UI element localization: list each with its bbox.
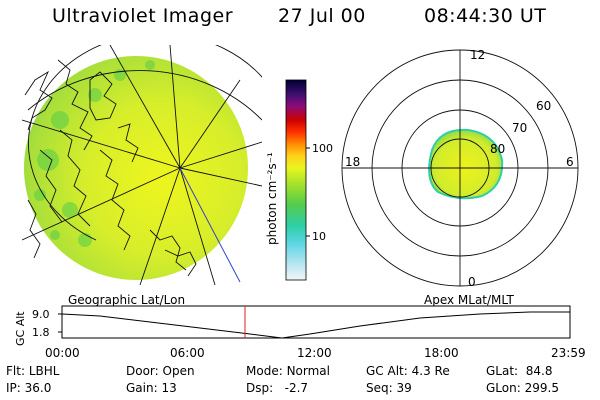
lat-lon-grid — [22, 45, 262, 285]
colorbar-scale — [285, 79, 307, 281]
status-glon-label: GLon: — [486, 381, 521, 395]
status-mode-label: Mode: — [246, 364, 283, 378]
status-dsp: Dsp: -2.7 — [246, 381, 308, 395]
status-door: Door: Open — [126, 364, 195, 378]
graticule-lat-ring-outer — [27, 70, 262, 121]
meridian — [22, 167, 181, 241]
meridian — [179, 167, 262, 187]
status-mode-value: Normal — [286, 364, 330, 378]
status-flt-value: LBHL — [28, 364, 60, 378]
timeline-xtick-1800: 18:00 — [424, 346, 459, 360]
status-door-label: Door: — [126, 364, 159, 378]
mlat-label-70: 70 — [512, 121, 527, 135]
timeline-xtick-0600: 06:00 — [170, 346, 205, 360]
polar-panel-label: Apex MLat/MLT — [424, 293, 514, 307]
status-glat: GLat: 84.8 — [486, 364, 552, 378]
meridian — [179, 167, 216, 285]
altitude-curve — [61, 311, 570, 339]
status-gcalt-value: 4.3 Re — [411, 364, 450, 378]
status-gain: Gain: 13 — [126, 381, 177, 395]
status-gain-label: Gain: — [126, 381, 158, 395]
status-seq-value: 39 — [396, 381, 412, 395]
timeline-xtick-2359: 23:59 — [551, 346, 586, 360]
status-gain-value: 13 — [161, 381, 177, 395]
projection-line — [179, 167, 241, 283]
earth-disc — [24, 56, 248, 280]
status-glat-label: GLat: — [486, 364, 519, 378]
mlt-label-12: 12 — [470, 48, 485, 62]
status-ip-value: 36.0 — [24, 381, 52, 395]
meridian — [139, 167, 181, 285]
polar-panel: 12 18 6 0 60 70 80 — [341, 48, 579, 289]
mlt-label-18: 18 — [345, 155, 360, 169]
observation-date: 27 Jul 00 — [278, 5, 366, 27]
status-seq-label: Seq: — [366, 381, 393, 395]
colorbar-label: photon cm⁻²s⁻¹ — [265, 152, 279, 245]
mlat-label-80: 80 — [490, 142, 505, 156]
status-glon-value: 299.5 — [524, 381, 559, 395]
status-mode: Mode: Normal — [246, 364, 330, 378]
status-door-value: Open — [162, 364, 195, 378]
colorbar-tick-10: 10 — [312, 230, 326, 243]
coastlines — [24, 59, 197, 277]
status-glon: GLon: 299.5 — [486, 381, 559, 395]
status-glat-value: 84.8 — [525, 364, 553, 378]
mlat-label-60: 60 — [536, 99, 551, 113]
meridian — [22, 119, 181, 169]
status-gcalt-label: GC Alt: — [366, 364, 408, 378]
meridian — [109, 45, 181, 169]
status-flt: Flt: LBHL — [6, 364, 59, 378]
meridian — [179, 79, 241, 169]
mlt-label-6: 6 — [566, 155, 574, 169]
timeline-ytick-1-8: 1.8 — [32, 326, 50, 339]
status-gc-alt: GC Alt: 4.3 Re — [366, 364, 450, 378]
mlt-label-0: 0 — [468, 275, 476, 289]
graticule-lat-ring — [28, 45, 262, 241]
timeline-ylabel: GC Alt — [14, 311, 27, 346]
meridian — [179, 141, 262, 169]
status-dsp-value: -2.7 — [284, 381, 309, 395]
altitude-timeline: Geographic Lat/Lon Apex MLat/MLT 9.0 1.8… — [14, 293, 571, 346]
meridian — [169, 45, 181, 169]
timeline-ytick-9: 9.0 — [32, 308, 50, 321]
timeline-frame — [61, 305, 571, 339]
geographic-panel — [22, 45, 262, 285]
image-title: Ultraviolet Imager — [52, 5, 234, 27]
timeline-xtick-1200: 12:00 — [297, 346, 332, 360]
colorbar: 100 10 photon cm⁻²s⁻¹ — [265, 79, 333, 281]
geo-panel-label: Geographic Lat/Lon — [68, 293, 185, 307]
status-ip-label: IP: — [6, 381, 21, 395]
status-flt-label: Flt: — [6, 364, 25, 378]
status-seq: Seq: 39 — [366, 381, 412, 395]
observation-time: 08:44:30 UT — [424, 5, 547, 27]
status-ip: IP: 36.0 — [6, 381, 51, 395]
colorbar-tick-100: 100 — [312, 142, 333, 155]
timeline-xtick-0000: 00:00 — [45, 346, 80, 360]
auroral-oval — [428, 128, 504, 200]
status-dsp-label: Dsp: — [246, 381, 274, 395]
